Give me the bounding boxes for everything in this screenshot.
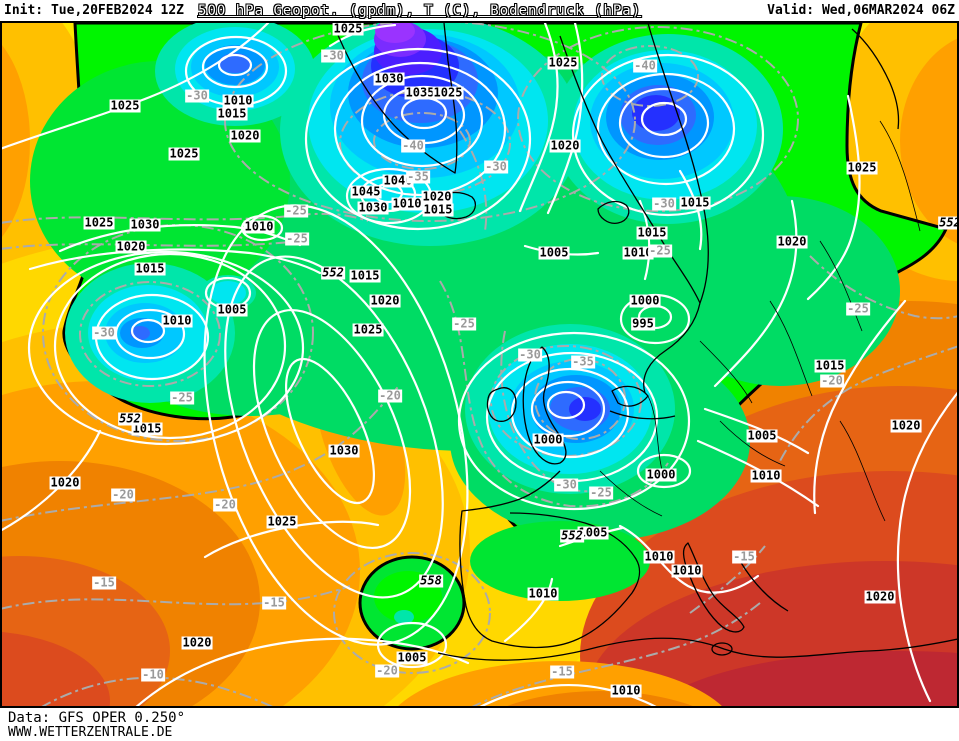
pressure-label: 1010	[161, 313, 193, 328]
pressure-label: 1005	[746, 428, 778, 443]
pressure-label: 1025	[168, 146, 200, 161]
valid-time-label: Valid: Wed,06MAR2024 06Z	[767, 3, 955, 18]
temperature-label: -25	[648, 243, 672, 258]
isobars	[2, 23, 957, 706]
pressure-label: 1020	[864, 589, 896, 604]
temperature-label: -15	[732, 549, 756, 564]
pressure-label: 1025	[109, 98, 141, 113]
pressure-label: 1025	[352, 322, 384, 337]
pressure-label: 1015	[216, 106, 248, 121]
pressure-label: 1025	[266, 514, 298, 529]
map-title: 500 hPa Geopot. (gpdm), T (C), Bodendruc…	[198, 2, 642, 19]
pressure-label: 1010	[391, 196, 423, 211]
pressure-label: 1020	[181, 635, 213, 650]
temperature-label: -15	[92, 575, 116, 590]
temperature-label: -20	[375, 663, 399, 678]
temperature-label: -30	[321, 48, 345, 63]
temperature-label: -40	[401, 138, 425, 153]
pressure-label: 1010	[643, 549, 675, 564]
pressure-label: 1005	[577, 525, 609, 540]
temperature-label: -20	[111, 487, 135, 502]
init-time-label: Init: Tue,20FEB2024 12Z	[4, 3, 185, 18]
temperature-label: -25	[846, 301, 870, 316]
pressure-label: 1030	[357, 200, 389, 215]
coastlines	[332, 23, 957, 661]
temperature-label: -35	[406, 169, 430, 184]
pressure-label: 1000	[629, 293, 661, 308]
pressure-label: 1010	[750, 468, 782, 483]
pressure-label: 1010	[622, 245, 654, 260]
pressure-label: 1035	[404, 85, 436, 100]
map-footer: Data: GFS OPER 0.250° WWW.WETTERZENTRALE…	[0, 708, 959, 741]
temperature-label: -25	[170, 390, 194, 405]
pressure-label: 1015	[134, 261, 166, 276]
temperature-label: -25	[589, 485, 613, 500]
geopotential-label: 558	[419, 573, 443, 588]
map-header: Init: Tue,20FEB2024 12Z 500 hPa Geopot. …	[0, 0, 959, 21]
pressure-label: 1015	[422, 202, 454, 217]
temperature-label: -30	[484, 159, 508, 174]
pressure-label: 1020	[890, 418, 922, 433]
pressure-label: 1010	[671, 563, 703, 578]
pressure-label: 1000	[645, 467, 677, 482]
geopotential-label: 552	[118, 411, 142, 426]
pressure-label: 1020	[369, 293, 401, 308]
pressure-label: 1025	[83, 215, 115, 230]
temperature-label: -30	[185, 88, 209, 103]
temperature-label: -25	[285, 231, 309, 246]
temperature-label: -25	[452, 316, 476, 331]
pressure-label: 1005	[216, 302, 248, 317]
pressure-label: 1020	[421, 189, 453, 204]
pressure-label: 1020	[229, 128, 261, 143]
pressure-label: 995	[631, 316, 655, 331]
temperature-label: -20	[378, 388, 402, 403]
website-label: WWW.WETTERZENTRALE.DE	[8, 725, 173, 740]
pressure-label: 1020	[776, 234, 808, 249]
pressure-label: 1015	[636, 225, 668, 240]
temperature-label: -40	[633, 58, 657, 73]
temperature-label: -30	[92, 325, 116, 340]
pressure-label: 1015	[679, 195, 711, 210]
weather-map: 1025 1010 1015 1020 1025 1025 1030 1020 1010 1025…	[0, 21, 959, 708]
temperature-label: -20	[820, 373, 844, 388]
pressure-label: 1030	[328, 443, 360, 458]
map-label-layer: 1025 1010 1015 1020 1025 1025 1030 1020 1010 1025…	[2, 23, 957, 706]
pressure-label: 1010	[222, 93, 254, 108]
pressure-label: 1010	[243, 219, 275, 234]
weather-map-graphic	[2, 23, 957, 706]
pressure-label: 1040	[382, 173, 414, 188]
pressure-label: 1045	[350, 184, 382, 199]
temperature-contours	[2, 23, 957, 706]
pressure-label: 1000	[532, 432, 564, 447]
pressure-label: 1015	[349, 268, 381, 283]
pressure-label: 1030	[373, 71, 405, 86]
temperature-label: -25	[284, 203, 308, 218]
pressure-label: 1005	[396, 650, 428, 665]
geopotential-label: 552	[321, 265, 345, 280]
temperature-label: -15	[262, 595, 286, 610]
temperature-label: -30	[518, 347, 542, 362]
pressure-label: 1015	[814, 358, 846, 373]
pressure-label: 1030	[129, 217, 161, 232]
pressure-label: 1025	[332, 21, 364, 36]
pressure-label: 1020	[115, 239, 147, 254]
pressure-label: 1025	[547, 55, 579, 70]
pressure-label: 1005	[538, 245, 570, 260]
geopotential-label: 552	[938, 216, 957, 230]
temperature-label: -30	[554, 477, 578, 492]
temperature-label: -20	[213, 497, 237, 512]
geopotential-label: 552	[560, 528, 584, 543]
pressure-label: 1020	[49, 475, 81, 490]
temperature-label: -10	[141, 667, 165, 682]
pressure-label: 1025	[846, 160, 878, 175]
pressure-label: 1010	[527, 586, 559, 601]
temperature-label: -15	[550, 664, 574, 679]
data-source-label: Data: GFS OPER 0.250°	[8, 710, 186, 726]
pressure-label: 1020	[549, 138, 581, 153]
pressure-label: 1010	[610, 683, 642, 698]
pressure-label: 1025	[432, 85, 464, 100]
temperature-label: -35	[571, 354, 595, 369]
temperature-label: -30	[652, 196, 676, 211]
